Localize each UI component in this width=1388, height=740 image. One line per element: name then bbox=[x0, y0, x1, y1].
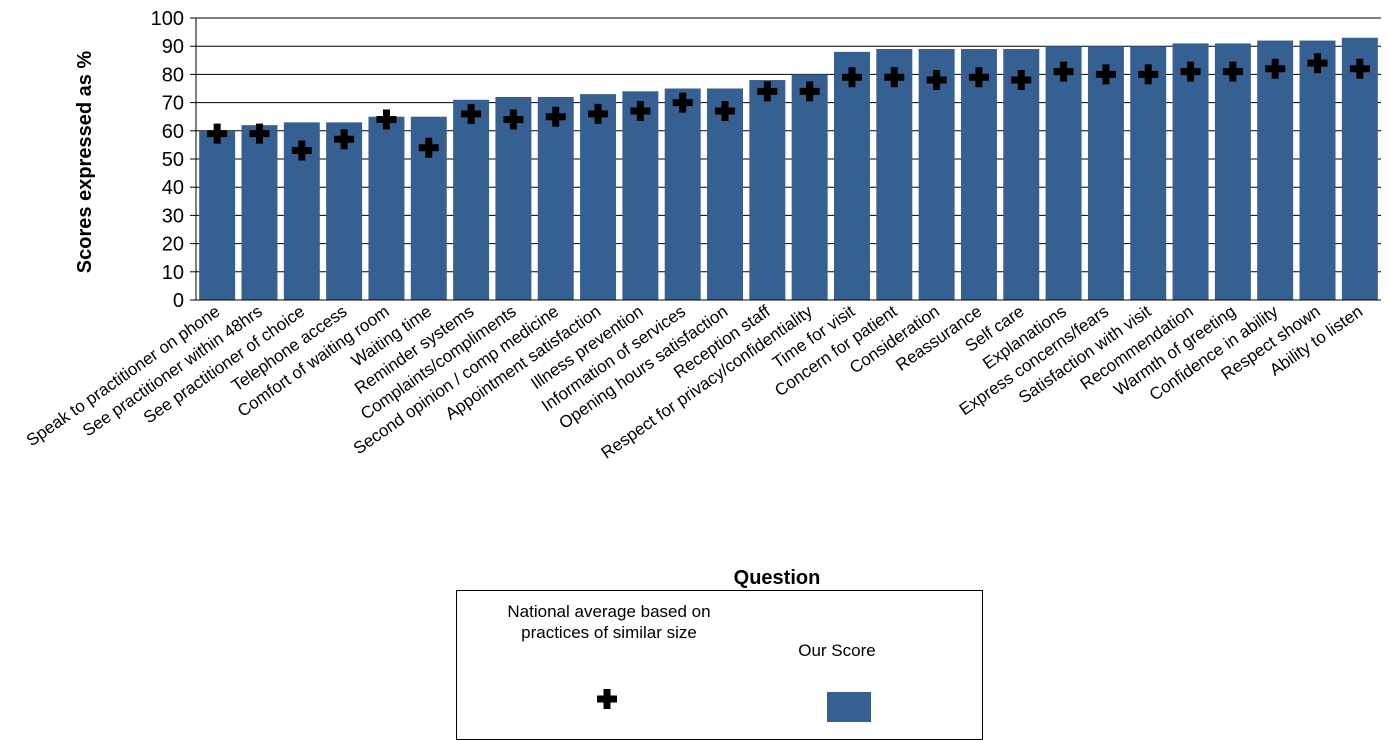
national-average-marker bbox=[503, 109, 524, 130]
national-average-marker bbox=[841, 67, 862, 88]
y-tick-label: 10 bbox=[162, 262, 184, 284]
national-average-marker bbox=[249, 123, 270, 144]
y-tick-label: 70 bbox=[162, 93, 184, 115]
national-average-marker bbox=[1011, 70, 1032, 91]
bar-our-score bbox=[1003, 49, 1040, 300]
national-average-marker bbox=[1349, 58, 1370, 79]
bar-our-score bbox=[453, 99, 490, 300]
bar-our-score bbox=[1299, 40, 1336, 301]
national-average-marker bbox=[1138, 64, 1159, 85]
legend-our-score-label: Our Score bbox=[798, 641, 876, 660]
national-average-marker bbox=[1053, 61, 1074, 82]
y-tick-label: 100 bbox=[151, 8, 184, 30]
y-tick-label: 30 bbox=[162, 205, 184, 227]
national-average-marker bbox=[1180, 61, 1201, 82]
national-average-marker bbox=[968, 67, 989, 88]
national-average-marker bbox=[926, 70, 947, 91]
bar-our-score bbox=[1087, 46, 1124, 301]
legend: National average based on practices of s… bbox=[456, 590, 983, 740]
national-average-marker bbox=[799, 81, 820, 102]
national-average-marker bbox=[588, 103, 609, 124]
y-tick-label: 40 bbox=[162, 177, 184, 199]
bars bbox=[199, 37, 1378, 301]
y-tick-label: 20 bbox=[162, 234, 184, 256]
bar-our-score bbox=[199, 130, 236, 300]
bar-our-score bbox=[960, 49, 997, 300]
bar-our-score bbox=[1130, 46, 1167, 301]
national-average-marker bbox=[207, 123, 228, 144]
y-tick-label: 80 bbox=[162, 64, 184, 86]
national-average-marker bbox=[376, 109, 397, 130]
legend-our-score-swatch bbox=[827, 692, 871, 722]
national-average-marker bbox=[715, 101, 736, 122]
chart: 0 10 20 30 40 50 60 70 80 90 100 Speak to practiti… bbox=[23, 8, 1381, 589]
bar-our-score bbox=[749, 80, 786, 300]
bar-our-score bbox=[1341, 37, 1378, 301]
y-tick-label: 90 bbox=[162, 36, 184, 58]
bar-our-score bbox=[495, 96, 532, 301]
bar-our-score bbox=[1214, 43, 1251, 300]
national-average-marker bbox=[1222, 61, 1243, 82]
national-average-marker bbox=[1265, 58, 1286, 79]
national-average-marker bbox=[334, 129, 355, 150]
y-axis-title: Scores expressed as % bbox=[74, 51, 96, 274]
bar-our-score bbox=[241, 125, 278, 300]
bar-our-score bbox=[664, 88, 701, 300]
x-tick-label: See practitioner within 48hrs bbox=[79, 302, 266, 441]
national-average-marker bbox=[1307, 53, 1328, 74]
bar-our-score bbox=[918, 49, 955, 300]
bar-our-score bbox=[1257, 40, 1294, 301]
bar-our-score bbox=[622, 91, 659, 300]
bar-our-score bbox=[1172, 43, 1209, 300]
national-average-marker bbox=[630, 101, 651, 122]
bar-our-score bbox=[368, 116, 405, 300]
bar-our-score bbox=[537, 96, 574, 301]
bar-our-score bbox=[876, 49, 913, 300]
bar-our-score bbox=[1045, 46, 1082, 301]
y-tick-label: 0 bbox=[173, 290, 184, 312]
national-average-marker bbox=[884, 67, 905, 88]
national-average-marker bbox=[757, 81, 778, 102]
x-axis-title: Question bbox=[734, 567, 821, 589]
national-average-marker bbox=[545, 106, 566, 127]
y-tick-label: 50 bbox=[162, 149, 184, 171]
legend-cross-icon bbox=[597, 689, 617, 709]
bar-our-score bbox=[326, 122, 363, 300]
axes bbox=[190, 17, 1381, 301]
national-average-marker bbox=[461, 103, 482, 124]
bar-our-score bbox=[707, 88, 744, 300]
national-average-marker bbox=[1095, 64, 1116, 85]
y-tick-label: 60 bbox=[162, 121, 184, 143]
national-average-marker bbox=[418, 137, 439, 158]
bar-our-score bbox=[791, 74, 828, 301]
national-average-marker bbox=[672, 92, 693, 113]
national-average-marker bbox=[291, 140, 312, 161]
bar-our-score bbox=[580, 94, 617, 300]
national-average-markers bbox=[207, 53, 1370, 161]
legend-national-average-label: National average based on practices of s… bbox=[507, 602, 711, 642]
bar-our-score bbox=[833, 51, 870, 301]
y-tick-labels: 0 10 20 30 40 50 60 70 80 90 100 bbox=[151, 8, 184, 312]
